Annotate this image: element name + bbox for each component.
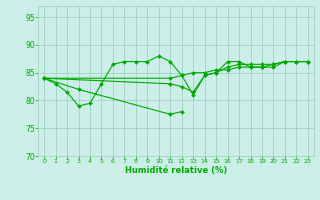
X-axis label: Humidité relative (%): Humidité relative (%) — [125, 166, 227, 175]
